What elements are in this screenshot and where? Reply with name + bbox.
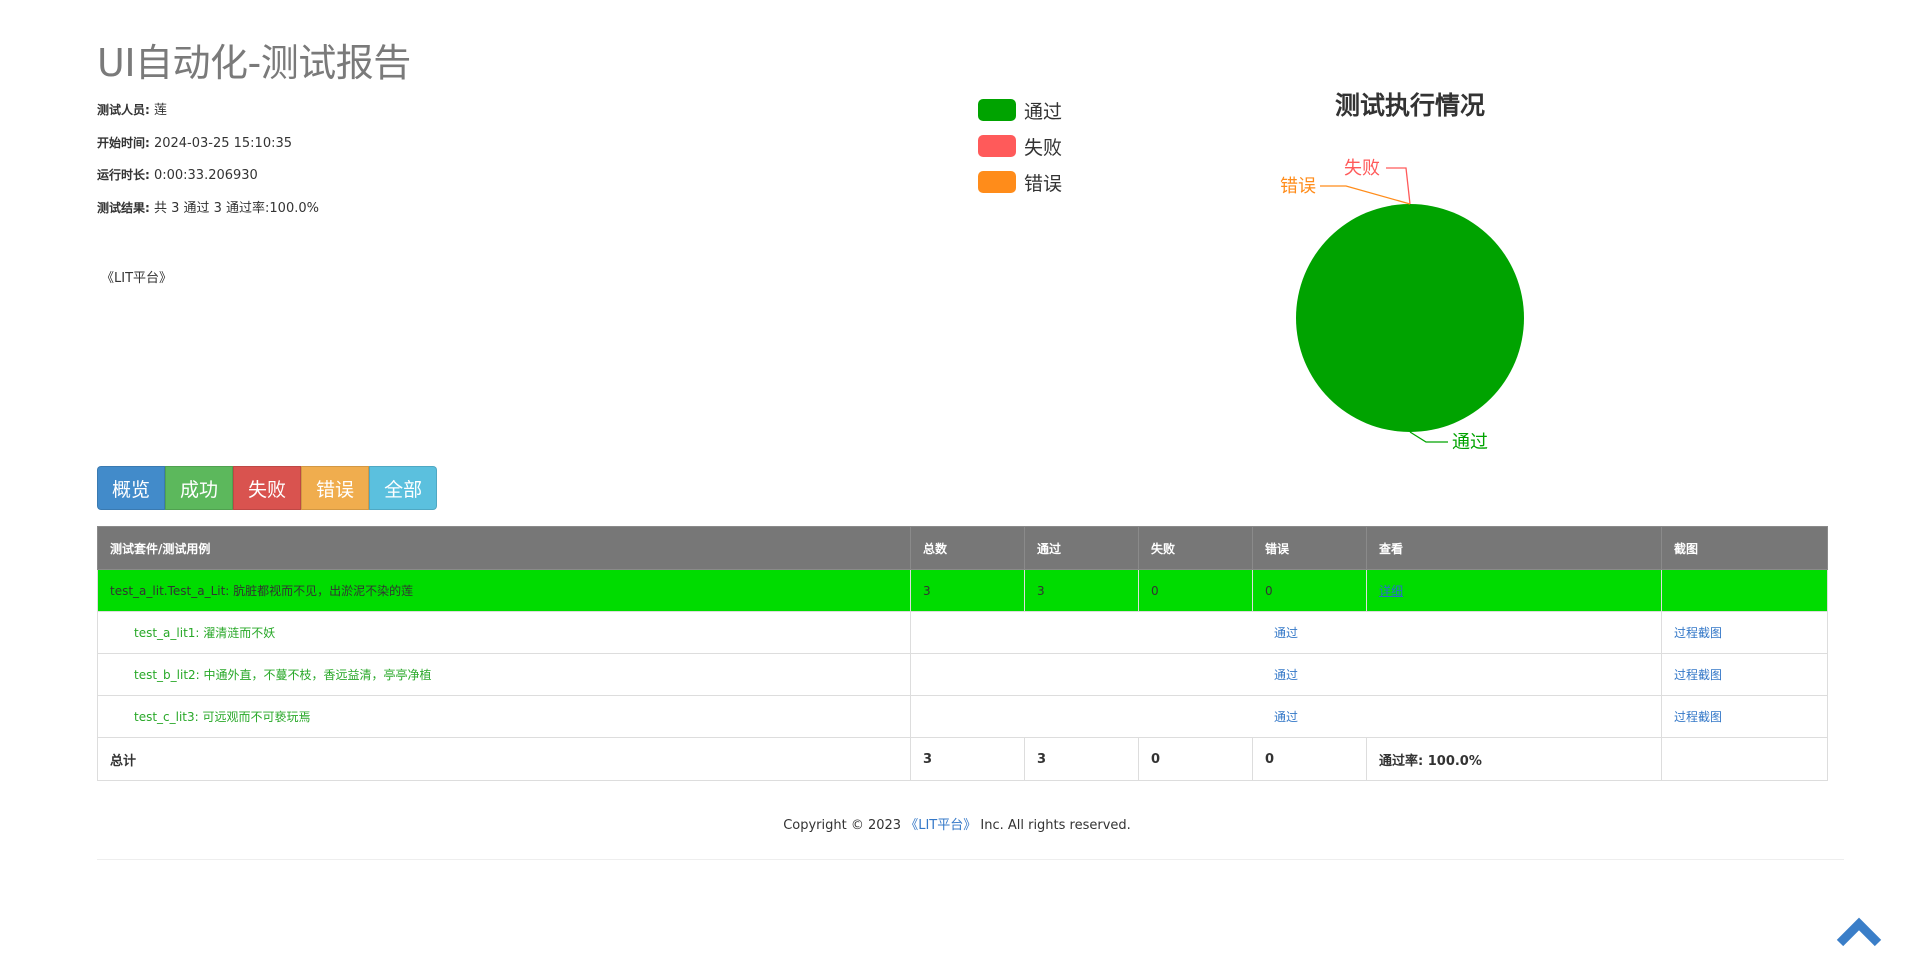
- suite-fail: 0: [1138, 569, 1253, 612]
- header-error: 错误: [1252, 526, 1367, 570]
- suite-name: test_a_lit.Test_a_Lit: 肮脏都视而不见，出淤泥不染的莲: [97, 569, 911, 612]
- case-name: test_a_lit1: 濯清涟而不妖: [97, 611, 911, 654]
- duration-row: 运行时长: 0:00:33.206930: [97, 166, 319, 199]
- header-screenshot: 截图: [1661, 526, 1828, 570]
- case-row-3: test_c_lit3: 可远观而不可亵玩焉 通过 过程截图: [97, 695, 1828, 738]
- tester-value: 莲: [153, 103, 167, 118]
- back-to-top-button[interactable]: [1836, 912, 1882, 948]
- case-screenshot-link[interactable]: 过程截图: [1674, 710, 1723, 724]
- case-screenshot-link[interactable]: 过程截图: [1674, 626, 1723, 640]
- table-header-row: 测试套件/测试用例 总数 通过 失败 错误 查看 截图: [97, 526, 1828, 570]
- duration-value: 0:00:33.206930: [153, 168, 258, 183]
- chart-legend: 通过 失败 错误: [978, 92, 1062, 200]
- platform-name: 《LIT平台》: [101, 271, 173, 286]
- header-pass: 通过: [1024, 526, 1139, 570]
- result-row: 测试结果: 共 3 通过 3 通过率:100.0%: [97, 199, 319, 232]
- total-fail: 0: [1138, 737, 1253, 781]
- chart-title: 测试执行情况: [1335, 91, 1485, 120]
- result-label: 测试结果:: [97, 200, 150, 215]
- result-table: 测试套件/测试用例 总数 通过 失败 错误 查看 截图 test_a_lit.T…: [97, 526, 1828, 781]
- pie-label-0: 通过: [1452, 432, 1488, 453]
- total-pass-rate: 通过率: 100.0%: [1366, 737, 1662, 781]
- legend-item-fail[interactable]: 失败: [978, 128, 1062, 164]
- pie-leader-line-1: [1386, 167, 1411, 205]
- header-view: 查看: [1366, 526, 1662, 570]
- copyright-suffix: Inc. All rights reserved.: [976, 818, 1131, 833]
- page-title: UI自动化-测试报告: [97, 41, 411, 85]
- suite-total: 3: [910, 569, 1025, 612]
- case-status-link[interactable]: 通过: [1273, 668, 1298, 682]
- case-status: 通过: [910, 653, 1662, 696]
- tester-label: 测试人员:: [97, 103, 150, 117]
- test-info: 测试人员: 莲 开始时间: 2024-03-25 15:10:35 运行时长: …: [97, 101, 319, 231]
- start-time-row: 开始时间: 2024-03-25 15:10:35: [97, 134, 319, 167]
- pie-slice-0[interactable]: [1296, 204, 1524, 432]
- legend-swatch-error: [978, 171, 1016, 193]
- suite-row: test_a_lit.Test_a_Lit: 肮脏都视而不见，出淤泥不染的莲 3…: [97, 569, 1828, 612]
- legend-label-fail: 失败: [1024, 136, 1063, 159]
- header-fail: 失败: [1138, 526, 1253, 570]
- case-name: test_b_lit2: 中通外直，不蔓不枝，香远益清，亭亭净植: [97, 653, 911, 696]
- overview-button[interactable]: 概览: [97, 466, 166, 510]
- total-pass: 3: [1024, 737, 1139, 781]
- pie-chart: 测试执行情况 通过 失败错误: [1240, 80, 1620, 470]
- result-value: 共 3 通过 3 通过率:100.0%: [153, 200, 319, 216]
- filter-button-group: 概览 成功 失败 错误 全部: [97, 466, 438, 510]
- suite-error: 0: [1252, 569, 1367, 612]
- error-filter-button[interactable]: 错误: [301, 466, 370, 510]
- case-status-link[interactable]: 通过: [1273, 626, 1298, 640]
- legend-item-error[interactable]: 错误: [978, 164, 1062, 200]
- fail-filter-button[interactable]: 失败: [233, 466, 302, 510]
- duration-label: 运行时长:: [97, 168, 150, 182]
- suite-view-cell: 详细: [1366, 569, 1662, 612]
- header-suite: 测试套件/测试用例: [97, 526, 911, 570]
- legend-item-pass[interactable]: 通过: [978, 92, 1062, 128]
- suite-detail-link[interactable]: 详细: [1379, 584, 1404, 598]
- copyright-brand-link[interactable]: 《LIT平台》: [905, 818, 977, 833]
- pie-leader-line-0: [1409, 431, 1448, 443]
- all-filter-button[interactable]: 全部: [369, 466, 438, 510]
- total-count: 3: [910, 737, 1025, 781]
- case-screenshot-cell: 过程截图: [1661, 611, 1828, 654]
- total-error: 0: [1252, 737, 1367, 781]
- suite-screenshot-cell: [1661, 569, 1828, 612]
- legend-swatch-fail: [978, 135, 1016, 157]
- pie-leader-line-2: [1320, 185, 1411, 205]
- total-row: 总计 3 3 0 0 通过率: 100.0%: [97, 737, 1828, 781]
- success-filter-button[interactable]: 成功: [165, 466, 234, 510]
- copyright: Copyright © 2023 《LIT平台》 Inc. All rights…: [0, 814, 1914, 833]
- header-total: 总数: [910, 526, 1025, 570]
- total-screenshot-cell: [1661, 737, 1828, 781]
- case-screenshot-cell: 过程截图: [1661, 695, 1828, 738]
- footer-divider: [97, 859, 1844, 860]
- case-row-1: test_a_lit1: 濯清涟而不妖 通过 过程截图: [97, 611, 1828, 654]
- case-screenshot-cell: 过程截图: [1661, 653, 1828, 696]
- pie-label-2: 错误: [1280, 176, 1316, 197]
- case-row-2: test_b_lit2: 中通外直，不蔓不枝，香远益清，亭亭净植 通过 过程截图: [97, 653, 1828, 696]
- tester-row: 测试人员: 莲: [97, 101, 319, 134]
- legend-label-pass: 通过: [1024, 100, 1063, 123]
- start-time-label: 开始时间:: [97, 135, 150, 150]
- legend-label-error: 错误: [1024, 172, 1063, 195]
- copyright-prefix: Copyright © 2023: [783, 818, 906, 833]
- legend-swatch-pass: [978, 99, 1016, 121]
- total-label: 总计: [97, 737, 911, 781]
- suite-pass: 3: [1024, 569, 1139, 612]
- case-status: 通过: [910, 695, 1662, 738]
- case-name: test_c_lit3: 可远观而不可亵玩焉: [97, 695, 911, 738]
- pie-label-1: 失败: [1344, 158, 1380, 179]
- chevron-up-icon: [1836, 917, 1882, 947]
- case-screenshot-link[interactable]: 过程截图: [1674, 668, 1723, 682]
- case-status-link[interactable]: 通过: [1273, 710, 1298, 724]
- start-time-value: 2024-03-25 15:10:35: [153, 135, 293, 151]
- case-status: 通过: [910, 611, 1662, 654]
